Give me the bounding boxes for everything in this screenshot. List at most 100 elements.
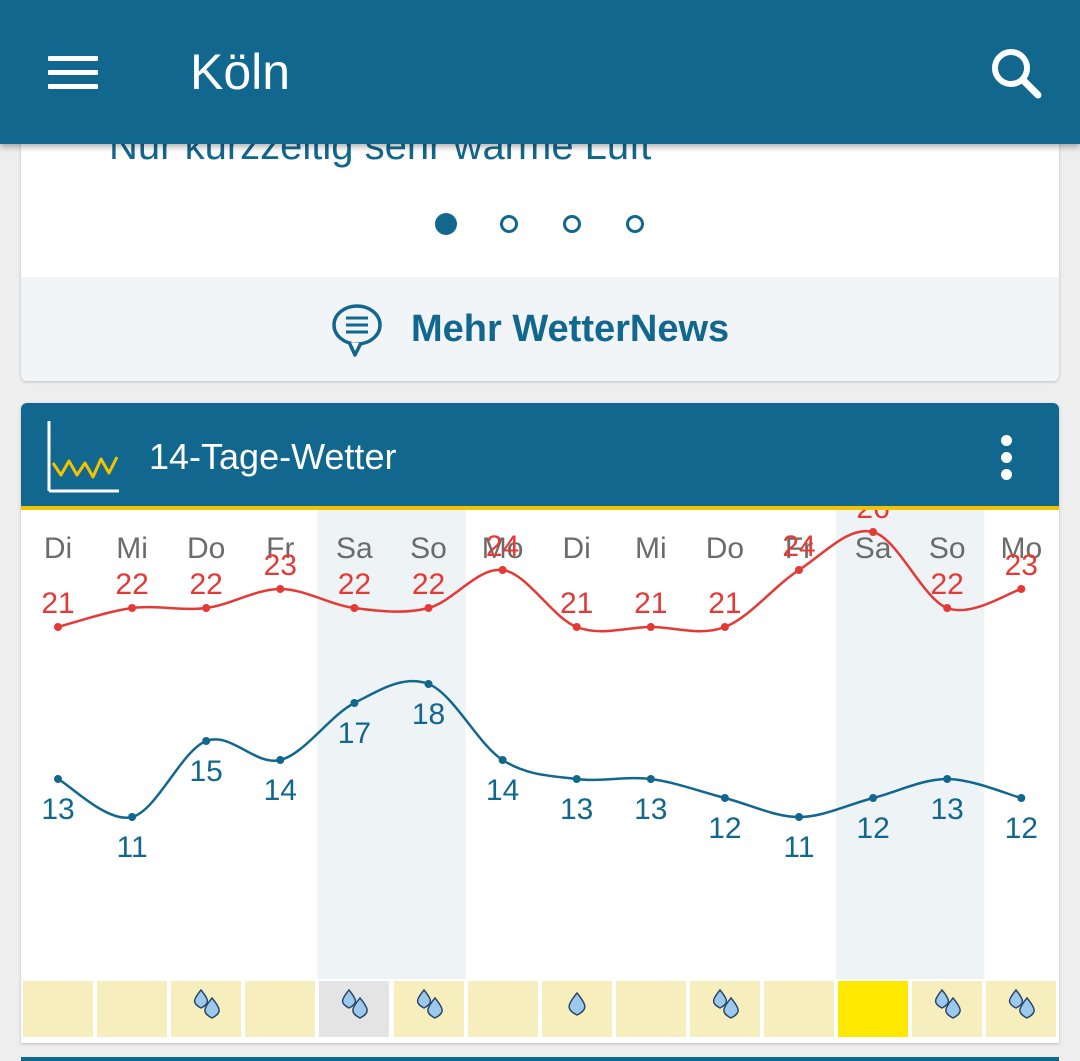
temp-point [572,623,581,631]
pager-dot[interactable] [435,213,457,235]
temp-label: 24 [486,530,519,563]
hamburger-menu-icon[interactable] [38,42,110,102]
temp-point [1017,585,1026,593]
forecast-header: 14-Tage-Wetter [21,403,1059,510]
temp-label: 12 [1005,812,1038,845]
temp-point [646,623,655,631]
precipitation-row [21,979,1059,1041]
temp-point [202,737,211,745]
temp-point [128,813,137,821]
rain-drops-icon [245,981,315,1037]
more-news-label: Mehr WetterNews [411,308,730,350]
precip-cell[interactable] [319,981,390,1037]
weekend-shade [910,510,985,979]
weekend-shade [317,510,392,979]
temp-point [572,775,581,783]
precip-cell[interactable] [23,981,93,1037]
rain-drops-icon [568,991,586,1016]
rain-drops-icon [97,981,167,1037]
temp-point [943,604,952,612]
temp-label: 13 [41,793,74,826]
day-label: Mo [1000,532,1042,565]
temp-label: 14 [486,774,519,807]
next-card-edge [21,1057,1059,1061]
news-card: Nur kurzzeitig sehr warme Luft Mehr Wett… [21,100,1059,381]
temp-label: 14 [264,774,297,807]
temp-point [498,566,507,574]
precip-cell[interactable] [393,981,464,1037]
more-news-button[interactable]: Mehr WetterNews [21,277,1059,381]
temp-label: 21 [560,587,593,620]
day-label: Mi [635,532,667,565]
precip-cell[interactable] [986,981,1057,1037]
precip-cell[interactable] [838,981,909,1037]
day-label: Di [563,532,591,565]
temp-point [646,775,655,783]
temp-label: 22 [931,568,964,601]
temp-point [128,604,137,612]
temp-label: 13 [560,793,593,826]
day-label: So [929,532,966,565]
temp-label: 21 [708,587,741,620]
precip-cell[interactable] [689,981,760,1037]
precip-cell[interactable] [615,981,686,1037]
chat-bubble-icon [332,304,382,357]
temp-point [869,528,878,536]
day-label: Do [187,532,225,565]
temp-label: 21 [41,587,74,620]
temp-label: 22 [115,568,148,601]
temp-label: 18 [412,698,445,731]
temp-label: 22 [412,568,445,601]
temp-point [795,813,803,821]
weekend-shade [836,510,911,979]
temp-label: 15 [190,755,223,788]
day-label: So [410,532,447,565]
rain-drops-icon [838,981,908,1037]
temp-label: 17 [338,717,371,750]
temp-point [424,604,433,612]
pager-dot[interactable] [500,215,518,233]
day-label: Mo [482,532,524,565]
precip-cell[interactable] [97,981,168,1037]
temp-point [869,794,878,802]
temp-point [276,756,285,764]
weekend-shade [391,510,466,979]
day-label: Mi [116,532,148,565]
precip-cell[interactable] [912,981,983,1037]
pager-dot[interactable] [563,215,581,233]
rain-drops-icon [1009,988,1036,1019]
rain-drops-icon [468,981,538,1037]
day-label: Sa [336,532,373,565]
temp-point [276,585,285,593]
temp-point [54,775,62,783]
precip-cell[interactable] [171,981,242,1037]
forecast-card: 14-Tage-Wetter Di Mi Do Fr Sa So Mo Di Mi Do Fr Sa S… [21,403,1059,1043]
pager-dot[interactable] [626,215,644,233]
forecast-title: 14-Tage-Wetter [149,436,397,477]
day-label: Fr [785,532,813,565]
news-pager [21,213,1059,237]
temp-label: 26 [856,510,889,525]
temperature-chart: Di Mi Do Fr Sa So Mo Di Mi Do Fr Sa So Mo 21 22 22 23 22 22… [41,510,1042,979]
temp-label: 13 [634,793,667,826]
temp-label: 11 [783,831,814,864]
temp-point [424,680,433,688]
precip-cell[interactable] [764,981,834,1037]
temp-point [720,623,729,631]
precip-cell[interactable] [541,981,612,1037]
rain-drops-icon [935,988,962,1019]
more-vert-icon[interactable] [987,431,1027,483]
day-label: Sa [855,532,892,565]
temp-point [54,623,62,631]
rain-drops-icon [23,981,93,1037]
temp-point [498,756,507,764]
search-icon[interactable] [980,38,1050,108]
temp-point [202,604,211,612]
temp-point [795,566,803,574]
temp-point [350,699,359,707]
page-title: Köln [190,44,291,100]
temp-label: 23 [1005,549,1038,582]
precip-cell[interactable] [467,981,538,1037]
precip-cell[interactable] [245,981,316,1037]
rain-drops-icon [416,988,443,1019]
